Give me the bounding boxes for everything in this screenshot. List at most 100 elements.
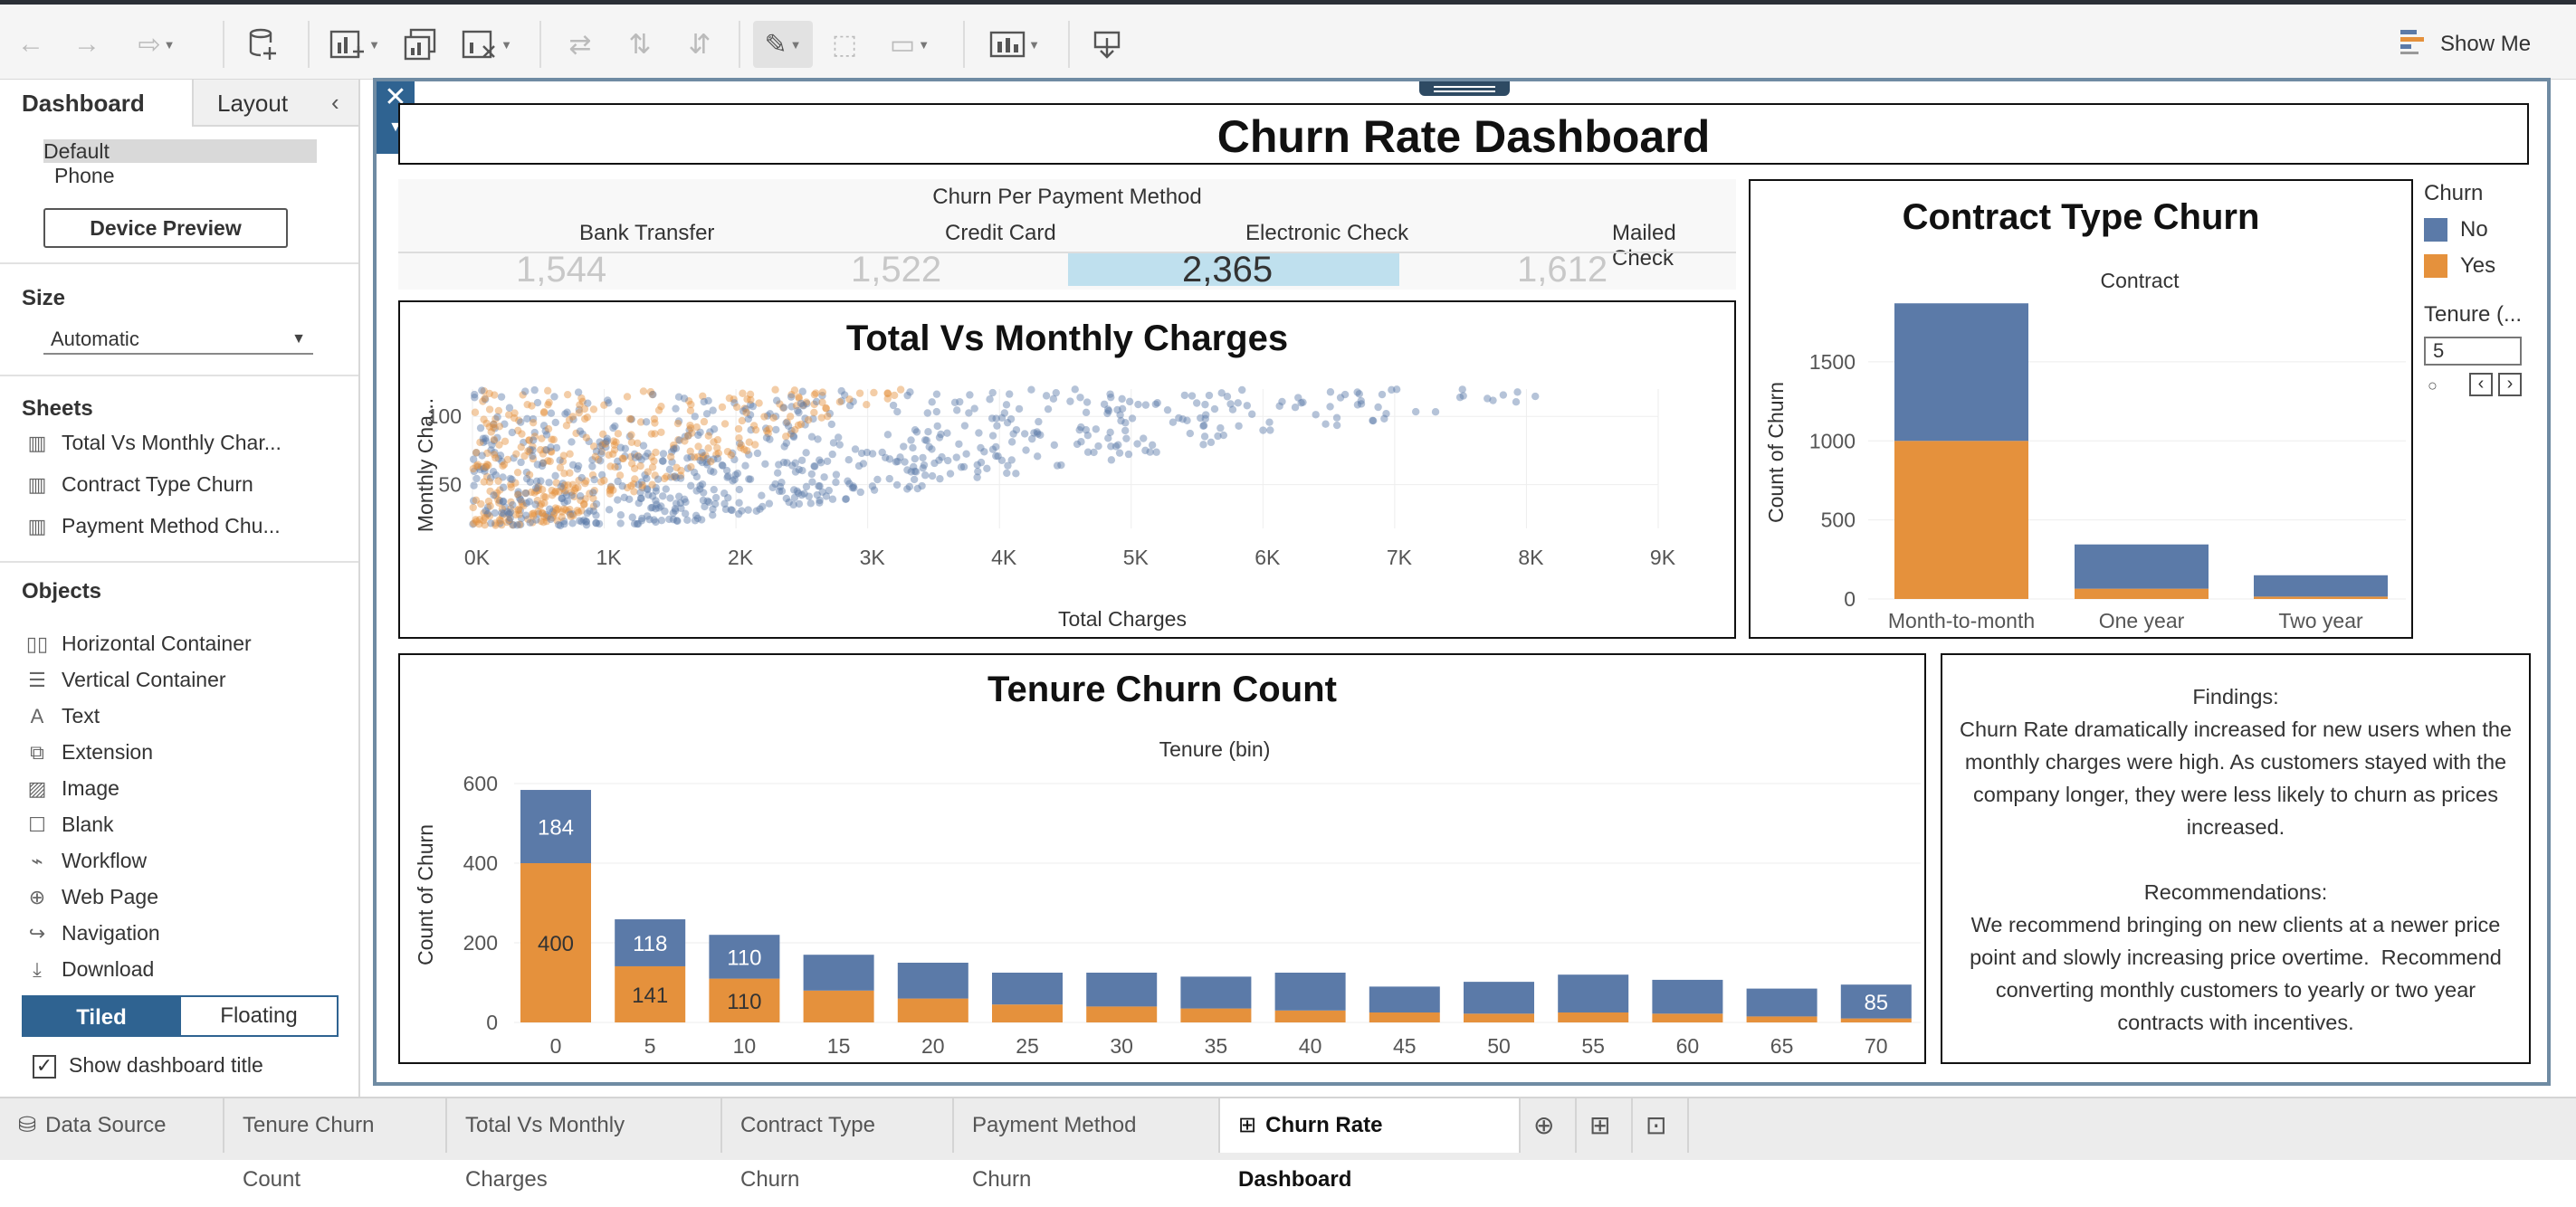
- scatter-point-yes[interactable]: [572, 429, 580, 438]
- tenure-xtick[interactable]: 35: [1205, 1034, 1228, 1058]
- scatter-point-no[interactable]: [634, 499, 643, 508]
- scatter-point-yes[interactable]: [558, 508, 567, 516]
- scatter-point-no[interactable]: [1092, 425, 1101, 433]
- clear-sheet-icon[interactable]: ▼: [460, 21, 514, 68]
- sheet-item-contract[interactable]: ▥ Contract Type Churn: [25, 472, 253, 497]
- scatter-point-no[interactable]: [1121, 426, 1130, 435]
- scatter-point-yes[interactable]: [582, 433, 591, 442]
- scatter-point-no[interactable]: [1036, 431, 1045, 439]
- scatter-point-no[interactable]: [633, 519, 642, 528]
- scatter-point-no[interactable]: [1380, 414, 1388, 423]
- scatter-point-no[interactable]: [652, 518, 660, 527]
- scatter-point-no[interactable]: [675, 436, 683, 444]
- contract-ytick[interactable]: 0: [1844, 587, 1856, 611]
- scatter-point-yes[interactable]: [482, 472, 491, 480]
- scatter-point-no[interactable]: [657, 502, 665, 510]
- share-icon[interactable]: [1086, 21, 1128, 68]
- undo-icon[interactable]: ←: [17, 29, 44, 59]
- scatter-point-no[interactable]: [798, 466, 806, 475]
- scatter-point-no[interactable]: [706, 428, 714, 436]
- scatter-point-no[interactable]: [704, 396, 712, 405]
- scatter-point-no[interactable]: [666, 473, 675, 481]
- scatter-point-yes[interactable]: [792, 402, 801, 410]
- scatter-point-no[interactable]: [1321, 420, 1330, 428]
- scatter-point-no[interactable]: [703, 454, 711, 463]
- scatter-point-no[interactable]: [481, 395, 490, 404]
- scatter-point-no[interactable]: [747, 401, 755, 409]
- scatter-point-yes[interactable]: [514, 505, 523, 513]
- scatter-point-no[interactable]: [671, 505, 680, 513]
- scatter-point-no[interactable]: [992, 442, 1000, 451]
- scatter-point-yes[interactable]: [725, 394, 734, 403]
- drag-handle[interactable]: [1419, 81, 1510, 96]
- scatter-point-no[interactable]: [987, 414, 997, 423]
- scatter-point-no[interactable]: [699, 489, 708, 497]
- scatter-point-no[interactable]: [977, 443, 985, 452]
- scatter-point-no[interactable]: [993, 422, 1001, 430]
- scatter-point-no[interactable]: [1027, 385, 1035, 394]
- scatter-point-no[interactable]: [530, 428, 539, 437]
- scatter-point-no[interactable]: [620, 493, 628, 502]
- scatter-point-no[interactable]: [674, 393, 683, 401]
- scatter-point-no[interactable]: [1106, 390, 1114, 398]
- scatter-point-yes[interactable]: [693, 452, 702, 461]
- scatter-point-no[interactable]: [625, 432, 634, 441]
- scatter-point-yes[interactable]: [636, 418, 645, 426]
- scatter-point-yes[interactable]: [529, 418, 538, 427]
- scatter-point-no[interactable]: [845, 402, 854, 410]
- scatter-point-no[interactable]: [614, 457, 622, 466]
- scatter-point-yes[interactable]: [578, 397, 587, 405]
- scatter-point-yes[interactable]: [472, 461, 481, 470]
- scatter-point-yes[interactable]: [540, 512, 549, 521]
- scatter-point-no[interactable]: [526, 478, 535, 486]
- scatter-point-no[interactable]: [667, 448, 676, 456]
- sheet-item-payment[interactable]: ▥ Payment Method Chu...: [25, 514, 281, 538]
- tenure-data-label[interactable]: 400: [538, 932, 574, 956]
- scatter-point-no[interactable]: [592, 511, 600, 519]
- scatter-point-no[interactable]: [700, 397, 708, 406]
- scatter-point-no[interactable]: [789, 432, 797, 441]
- scatter-point-no[interactable]: [735, 439, 744, 448]
- scatter-point-no[interactable]: [768, 483, 777, 492]
- scatter-point-yes[interactable]: [537, 499, 546, 508]
- scatter-point-no[interactable]: [1431, 407, 1440, 416]
- scatter-point-no[interactable]: [589, 507, 598, 516]
- scatter-point-no[interactable]: [606, 482, 615, 490]
- scatter-point-yes[interactable]: [529, 454, 538, 463]
- scatter-point-yes[interactable]: [538, 434, 546, 442]
- scatter-point-yes[interactable]: [684, 396, 693, 405]
- scatter-point-no[interactable]: [724, 472, 732, 480]
- scatter-point-yes[interactable]: [567, 512, 575, 520]
- scatter-point-no[interactable]: [1118, 404, 1127, 413]
- scatter-point-no[interactable]: [733, 469, 742, 478]
- scatter-point-no[interactable]: [805, 492, 813, 500]
- scatter-point-no[interactable]: [848, 483, 857, 492]
- scatter-point-no[interactable]: [659, 450, 668, 458]
- scatter-point-no[interactable]: [799, 402, 807, 410]
- scatter-point-no[interactable]: [1299, 398, 1307, 406]
- scatter-point-yes[interactable]: [623, 483, 632, 492]
- scatter-point-no[interactable]: [614, 462, 623, 470]
- scatter-point-yes[interactable]: [596, 478, 606, 486]
- scatter-point-yes[interactable]: [657, 428, 665, 436]
- scatter-point-no[interactable]: [673, 474, 681, 482]
- scatter-point-no[interactable]: [903, 391, 911, 400]
- scatter-point-yes[interactable]: [626, 452, 635, 461]
- scatter-point-no[interactable]: [974, 467, 982, 476]
- scatter-point-no[interactable]: [903, 466, 911, 474]
- scatter-point-yes[interactable]: [787, 390, 796, 399]
- scatter-point-no[interactable]: [893, 457, 902, 466]
- scatter-point-yes[interactable]: [472, 516, 480, 524]
- scatter-point-no[interactable]: [1228, 405, 1237, 413]
- scatter-point-no[interactable]: [851, 445, 860, 453]
- scatter-point-no[interactable]: [937, 430, 945, 439]
- scatter-point-no[interactable]: [482, 462, 491, 471]
- scatter-point-no[interactable]: [1003, 469, 1011, 478]
- scatter-point-no[interactable]: [924, 427, 932, 436]
- scatter-point-no[interactable]: [889, 401, 898, 410]
- scatter-point-no[interactable]: [669, 515, 678, 524]
- scatter-point-yes[interactable]: [755, 399, 763, 407]
- scatter-point-no[interactable]: [645, 515, 654, 524]
- scatter-point-yes[interactable]: [563, 390, 572, 399]
- scatter-point-yes[interactable]: [712, 451, 720, 459]
